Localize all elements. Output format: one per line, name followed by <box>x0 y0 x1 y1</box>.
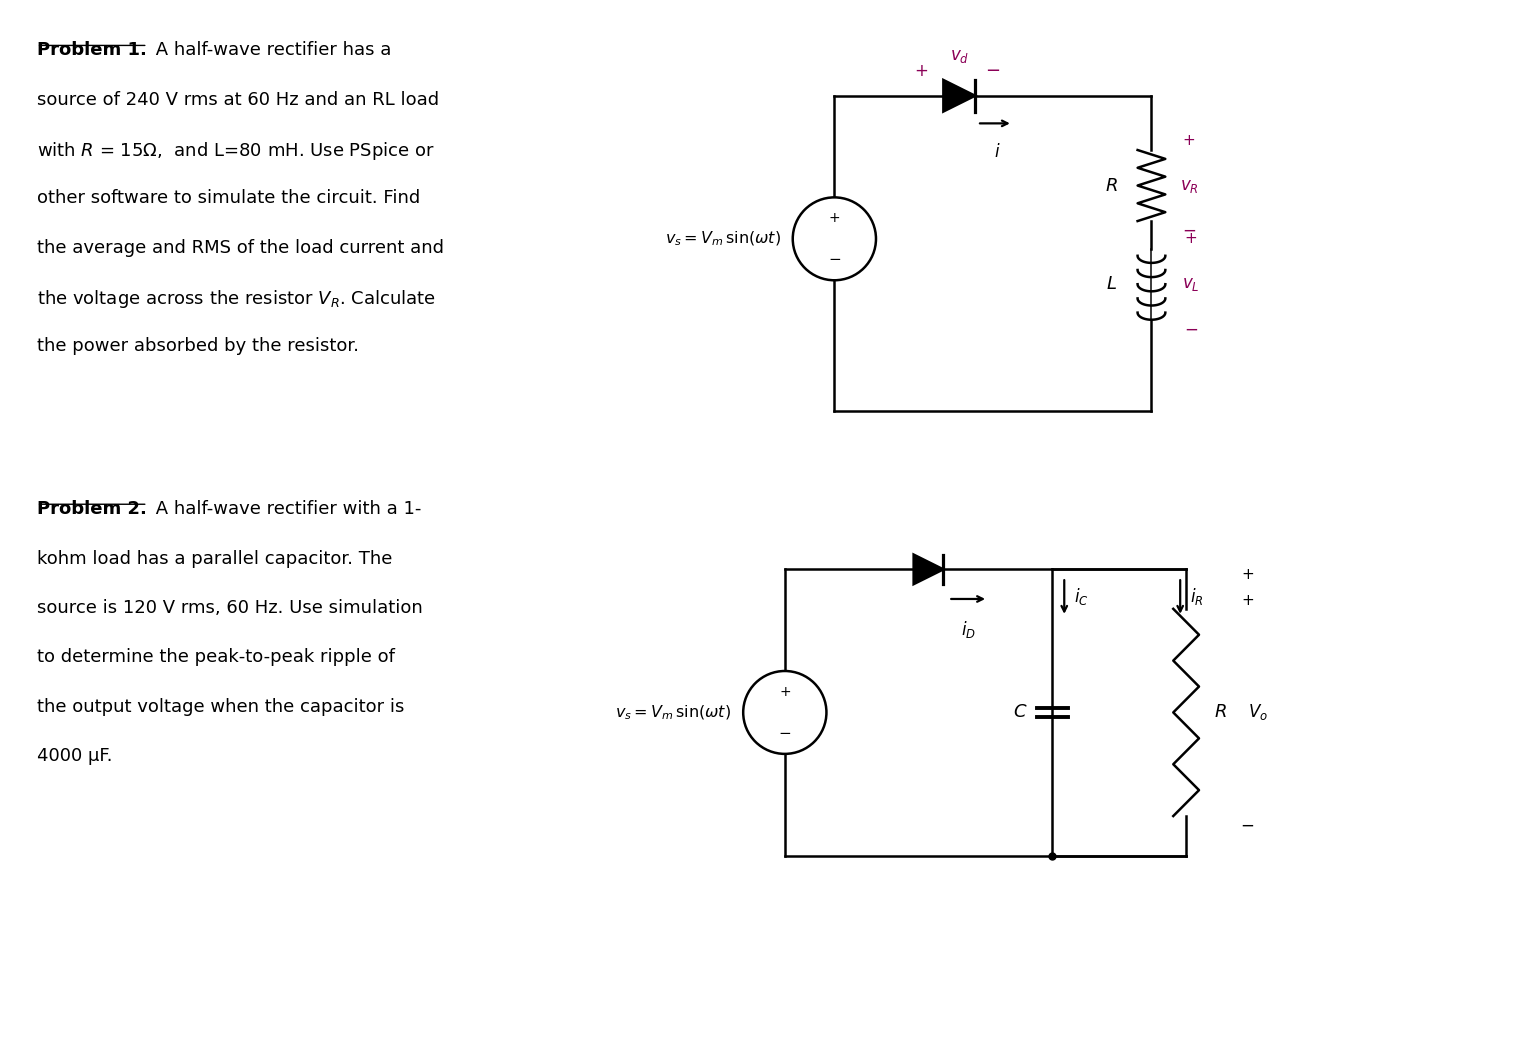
Text: +: + <box>1241 594 1255 608</box>
Polygon shape <box>944 80 975 112</box>
Text: source is 120 V rms, 60 Hz. Use simulation: source is 120 V rms, 60 Hz. Use simulati… <box>37 599 422 617</box>
Text: $C$: $C$ <box>1013 703 1028 721</box>
Text: $v_d$: $v_d$ <box>950 47 968 65</box>
Text: the power absorbed by the resistor.: the power absorbed by the resistor. <box>37 338 358 355</box>
Text: +: + <box>915 62 929 80</box>
Text: $i_R$: $i_R$ <box>1190 586 1204 607</box>
Text: Problem 2.: Problem 2. <box>37 501 147 518</box>
Text: $V_o$: $V_o$ <box>1247 702 1267 722</box>
Text: A half-wave rectifier with a 1-: A half-wave rectifier with a 1- <box>150 501 421 518</box>
Text: the output voltage when the capacitor is: the output voltage when the capacitor is <box>37 698 404 716</box>
Text: the average and RMS of the load current and: the average and RMS of the load current … <box>37 239 444 257</box>
Text: Problem 1.: Problem 1. <box>37 42 147 60</box>
Text: the voltage across the resistor $V_R$. Calculate: the voltage across the resistor $V_R$. C… <box>37 288 436 310</box>
Polygon shape <box>913 555 944 584</box>
Text: $v_s = V_m\,\sin(\omega t)$: $v_s = V_m\,\sin(\omega t)$ <box>666 230 780 248</box>
Text: with $R$ = 15Ω,  and L=80 mH. Use PSpice or: with $R$ = 15Ω, and L=80 mH. Use PSpice … <box>37 140 435 162</box>
Text: −: − <box>1183 222 1196 240</box>
Text: $i_D$: $i_D$ <box>961 619 976 640</box>
Text: kohm load has a parallel capacitor. The: kohm load has a parallel capacitor. The <box>37 550 392 567</box>
Text: $i$: $i$ <box>993 143 1001 161</box>
Text: $v_L$: $v_L$ <box>1183 275 1200 294</box>
Text: $R$: $R$ <box>1105 177 1118 194</box>
Text: $v_s = V_m\,\sin(\omega t)$: $v_s = V_m\,\sin(\omega t)$ <box>615 703 731 722</box>
Text: $i_C$: $i_C$ <box>1074 586 1089 607</box>
Text: −: − <box>828 252 842 268</box>
Text: A half-wave rectifier has a: A half-wave rectifier has a <box>150 42 392 60</box>
Text: −: − <box>1184 321 1198 339</box>
Text: −: − <box>1241 817 1255 835</box>
Text: +: + <box>1241 566 1255 582</box>
Text: $R$: $R$ <box>1213 703 1227 721</box>
Text: to determine the peak-to-peak ripple of: to determine the peak-to-peak ripple of <box>37 648 395 667</box>
Text: +: + <box>829 211 840 225</box>
Text: source of 240 V rms at 60 Hz and an RL load: source of 240 V rms at 60 Hz and an RL l… <box>37 91 439 109</box>
Text: −: − <box>779 725 791 741</box>
Text: 4000 μF.: 4000 μF. <box>37 747 112 765</box>
Text: +: + <box>779 684 791 699</box>
Text: $L$: $L$ <box>1106 275 1117 294</box>
Text: +: + <box>1183 133 1195 147</box>
Text: +: + <box>1184 231 1198 247</box>
Text: $v_R$: $v_R$ <box>1180 177 1198 194</box>
Text: other software to simulate the circuit. Find: other software to simulate the circuit. … <box>37 189 419 208</box>
Text: −: − <box>985 62 1001 80</box>
